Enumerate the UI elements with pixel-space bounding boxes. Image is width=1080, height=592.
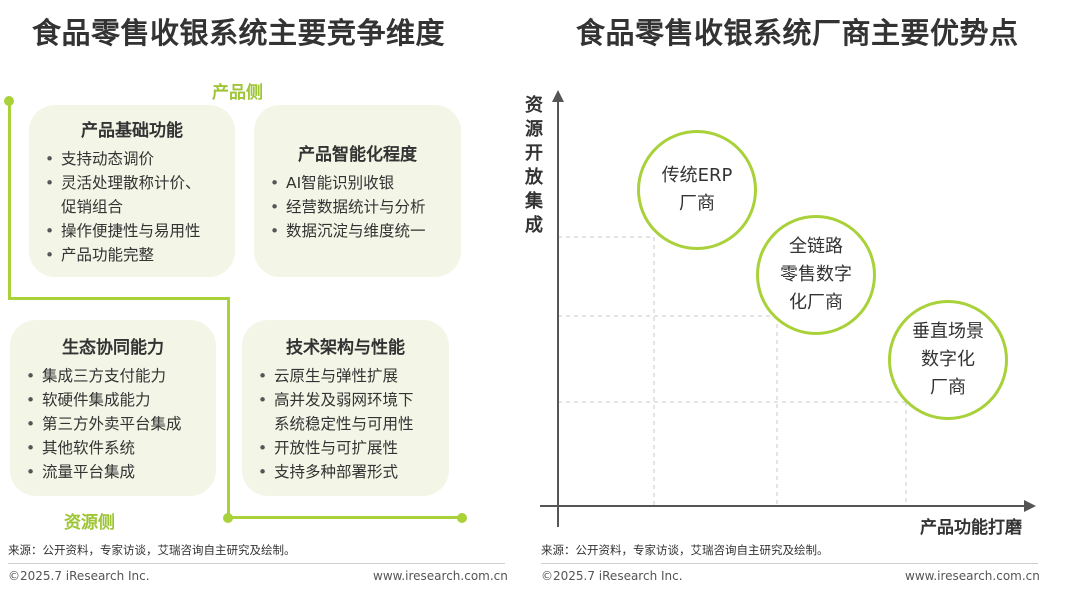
x-axis-label: 产品功能打磨: [920, 518, 1022, 538]
card-item: 支持动态调价: [43, 147, 221, 171]
bubble-vertical-scenario: 垂直场景 数字化 厂商: [888, 300, 1008, 420]
right-source-note: 来源：公开资料，专家访谈，艾瑞咨询自主研究及绘制。: [541, 543, 829, 557]
right-panel-title: 食品零售收银系统厂商主要优势点: [576, 16, 1019, 50]
card-item: 产品功能完整: [43, 243, 221, 267]
left-website: www.iresearch.com.cn: [373, 569, 508, 583]
x-axis-arrow: [1024, 500, 1036, 512]
card-item: 云原生与弹性扩展: [256, 364, 435, 388]
card-intelligence: 产品智能化程度 AI智能识别收银 经营数据统计与分析 数据沉淀与维度统一: [254, 105, 461, 277]
card-item: 高并发及弱网环境下: [256, 388, 435, 412]
card-item: 软硬件集成能力: [24, 388, 202, 412]
y-axis-arrow: [552, 90, 564, 102]
connector-end-dot: [457, 513, 467, 523]
bubble-traditional-erp: 传统ERP 厂商: [637, 130, 757, 250]
card-ecosystem: 生态协同能力 集成三方支付能力 软硬件集成能力 第三方外卖平台集成 其他软件系统…: [10, 320, 216, 496]
bubble-full-chain-retail: 全链路 零售数字 化厂商: [756, 215, 876, 335]
card-item: 灵活处理散称计价、: [43, 171, 221, 195]
card-item: 经营数据统计与分析: [268, 195, 447, 219]
card-title: 生态协同能力: [62, 338, 164, 358]
card-item: 数据沉淀与维度统一: [268, 219, 447, 243]
card-item: 开放性与可扩展性: [256, 436, 435, 460]
connector-corner-dot: [223, 513, 233, 523]
card-item: 第三方外卖平台集成: [24, 412, 202, 436]
right-footer-divider: [541, 563, 1038, 564]
card-basic-functions: 产品基础功能 支持动态调价 灵活处理散称计价、 促销组合 操作便捷性与易用性 产…: [29, 105, 235, 277]
card-item: 流量平台集成: [24, 460, 202, 484]
card-title: 产品智能化程度: [298, 145, 417, 165]
left-footer-divider: [8, 563, 505, 564]
connector-line-right: [227, 297, 230, 519]
card-item: AI智能识别收银: [268, 171, 447, 195]
card-architecture: 技术架构与性能 云原生与弹性扩展 高并发及弱网环境下 系统稳定性与可用性 开放性…: [242, 320, 449, 496]
connector-line-middle: [8, 297, 230, 300]
left-source-note: 来源：公开资料，专家访谈，艾瑞咨询自主研究及绘制。: [8, 543, 296, 557]
connector-line-left: [8, 100, 11, 300]
y-axis-label: 资源开放集成: [525, 95, 543, 236]
card-item: 集成三方支付能力: [24, 364, 202, 388]
left-copyright: ©2025.7 iResearch Inc.: [8, 569, 150, 583]
product-side-label: 产品侧: [212, 83, 263, 103]
resource-side-label: 资源侧: [64, 513, 115, 533]
card-item-continuation: 促销组合: [61, 198, 124, 216]
card-title: 技术架构与性能: [286, 338, 405, 358]
card-item: 支持多种部署形式: [256, 460, 435, 484]
card-item: 操作便捷性与易用性: [43, 219, 221, 243]
left-panel-title: 食品零售收银系统主要竞争维度: [32, 16, 446, 50]
card-title: 产品基础功能: [81, 121, 183, 141]
connector-line-bottom: [227, 516, 462, 519]
right-copyright: ©2025.7 iResearch Inc.: [541, 569, 683, 583]
card-item-continuation: 系统稳定性与可用性: [274, 415, 414, 433]
right-website: www.iresearch.com.cn: [905, 569, 1040, 583]
card-item: 其他软件系统: [24, 436, 202, 460]
